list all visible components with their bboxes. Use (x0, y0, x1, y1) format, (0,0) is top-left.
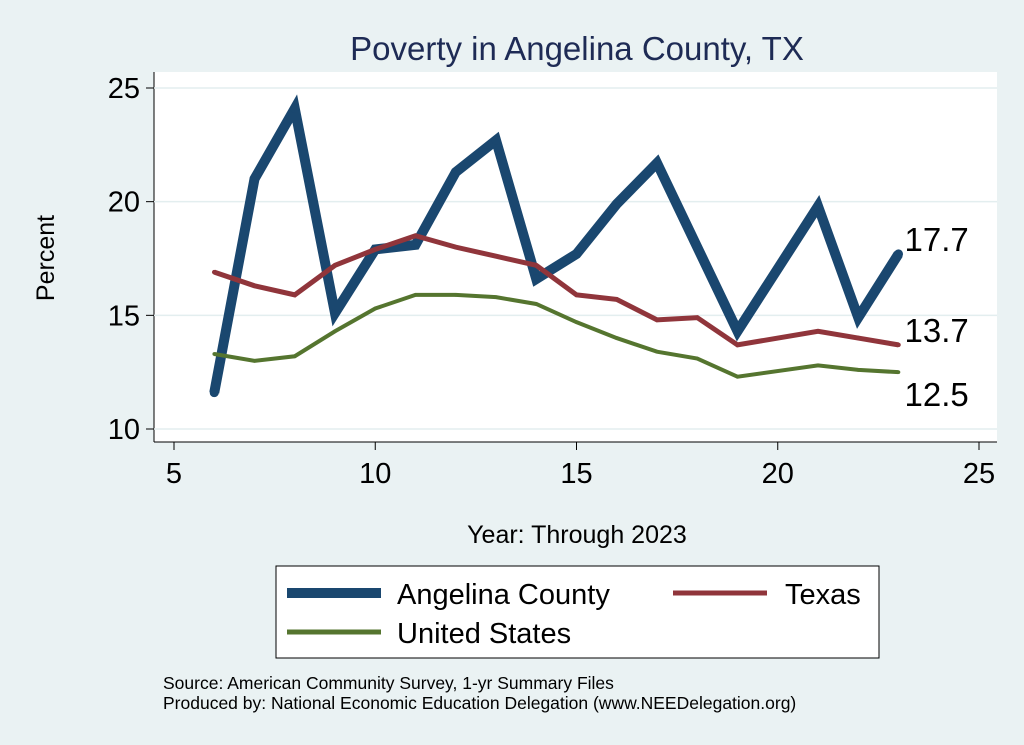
series-line-angelina-county (209, 94, 903, 394)
data-point-1-0 (211, 269, 217, 275)
data-point-2-7 (494, 295, 498, 299)
source-note: Source: American Community Survey, 1-yr … (163, 673, 614, 693)
data-point-1-16 (896, 342, 901, 348)
chart-title: Poverty in Angelina County, TX (350, 30, 804, 67)
data-point-2-13 (735, 374, 740, 379)
data-point-0-5 (410, 240, 421, 250)
data-point-0-14 (853, 313, 863, 323)
y-tick-label-15: 15 (108, 300, 140, 332)
data-point-2-14 (816, 363, 820, 368)
x-tick-label-5: 5 (166, 458, 182, 490)
data-point-0-3 (330, 308, 340, 318)
end-label-angelina-county: 17.7 (905, 221, 969, 258)
data-point-0-9 (571, 249, 582, 259)
legend-label-angelina: Angelina County (397, 579, 610, 611)
data-point-2-6 (453, 293, 458, 297)
end-labels: 17.7 13.7 12.5 (905, 221, 969, 413)
end-label-texas: 13.7 (905, 312, 969, 349)
data-point-2-8 (534, 302, 539, 306)
data-point-1-15 (855, 335, 861, 341)
data-point-2-0 (212, 352, 217, 356)
data-point-0-12 (732, 326, 743, 336)
data-point-1-3 (332, 263, 338, 268)
data-point-2-12 (695, 356, 700, 361)
legend: Angelina County Texas United States (275, 565, 880, 659)
legend-label-us: United States (397, 618, 571, 650)
data-point-1-1 (252, 283, 257, 289)
data-point-0-8 (531, 274, 541, 284)
data-point-2-11 (655, 349, 659, 354)
data-point-2-9 (574, 320, 579, 324)
x-tick-label-20: 20 (762, 458, 794, 490)
legend-box (275, 565, 880, 659)
data-point-1-5 (413, 233, 418, 239)
producer-note: Produced by: National Economic Education… (163, 693, 796, 713)
data-point-0-1 (249, 174, 260, 184)
x-tick-label-15: 15 (560, 458, 592, 490)
data-point-0-2 (290, 103, 300, 114)
data-point-1-7 (493, 253, 499, 259)
series-lines (209, 94, 904, 398)
data-point-1-4 (372, 247, 378, 252)
data-point-1-11 (654, 317, 660, 323)
data-point-1-9 (574, 292, 579, 298)
data-point-1-2 (292, 292, 298, 298)
data-point-2-3 (333, 329, 337, 334)
data-point-2-2 (292, 354, 297, 359)
data-point-2-1 (252, 358, 257, 363)
y-tick-label-20: 20 (108, 187, 140, 219)
y-axis-label: Percent (32, 215, 60, 301)
data-point-1-6 (453, 244, 459, 250)
legend-label-texas: Texas (785, 579, 861, 611)
data-point-2-4 (373, 306, 378, 311)
data-point-1-12 (694, 315, 700, 320)
data-point-1-14 (815, 328, 821, 334)
data-point-0-10 (612, 199, 622, 209)
data-point-2-16 (896, 370, 901, 374)
data-point-1-10 (614, 297, 620, 302)
data-point-0-6 (451, 167, 461, 177)
data-point-1-8 (533, 263, 539, 268)
y-axis-ticks: 10 15 20 25 (108, 73, 154, 446)
x-tick-label-25: 25 (963, 458, 995, 490)
data-point-0-0 (209, 388, 219, 398)
x-tick-label-10: 10 (359, 458, 391, 490)
data-point-2-15 (856, 368, 861, 372)
data-point-0-11 (652, 158, 662, 168)
y-tick-label-10: 10 (108, 414, 140, 446)
data-point-0-7 (491, 135, 501, 145)
data-point-1-13 (735, 342, 740, 348)
data-point-0-13 (813, 201, 823, 211)
data-point-2-10 (614, 336, 619, 340)
data-point-0-15 (893, 249, 904, 259)
x-axis-label: Year: Through 2023 (467, 521, 687, 549)
y-tick-label-25: 25 (108, 73, 140, 105)
data-point-2-5 (413, 293, 418, 297)
end-label-united-states: 12.5 (905, 376, 969, 413)
x-axis-ticks: 5 10 15 20 25 (166, 442, 995, 490)
